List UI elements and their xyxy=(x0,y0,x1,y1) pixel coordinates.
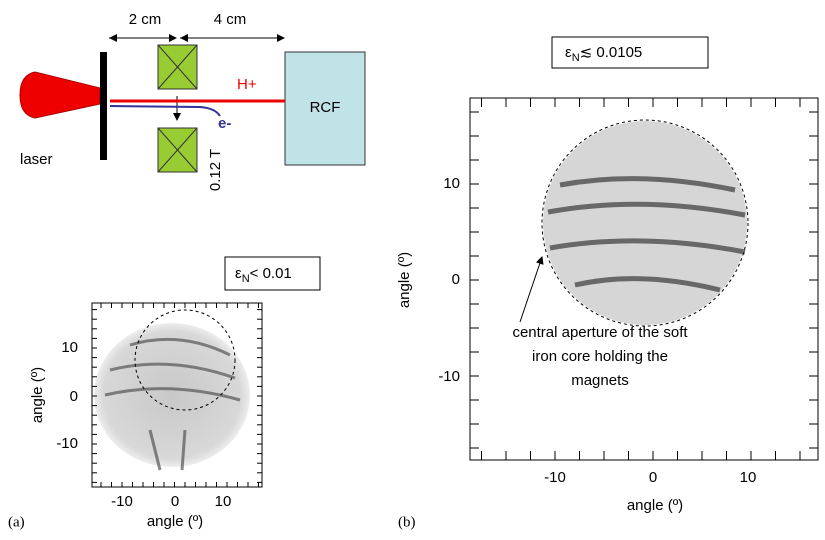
panel-label: (b) xyxy=(398,514,416,530)
x-axis-label: angle (º) xyxy=(627,497,683,514)
y-axis-label: angle (º) xyxy=(396,252,413,308)
electron-path xyxy=(109,105,221,117)
annotation-arrow xyxy=(519,256,544,323)
y-tick-label: 10 xyxy=(443,175,460,192)
x-tick-label: 10 xyxy=(740,469,757,486)
y-tick-label: 10 xyxy=(61,339,78,356)
emittance: εN< 0.01 xyxy=(235,265,292,285)
x-axis-label: angle (º) xyxy=(147,513,203,530)
panel-label: (a) xyxy=(8,514,25,530)
y-tick-label: 0 xyxy=(70,388,78,405)
x-tick-label: 0 xyxy=(649,469,657,486)
panel-b: εN≲ 0.0105 central aperture of the soft … xyxy=(396,36,819,530)
y-tick-label: -10 xyxy=(438,368,460,385)
rcf-box xyxy=(284,51,366,166)
plot-frame xyxy=(469,97,819,461)
electron-label: e- xyxy=(218,115,231,132)
magnet xyxy=(157,44,198,173)
emittance: εN≲ 0.0105 xyxy=(565,44,642,64)
y-tick-label: 0 xyxy=(452,271,460,288)
x-tick-label: 10 xyxy=(215,493,232,510)
field-label: 0.12 T xyxy=(207,149,224,191)
emittance-box xyxy=(224,256,321,291)
y-tick-label: -10 xyxy=(56,435,78,452)
y-axis-label: angle (º) xyxy=(29,367,46,423)
laser-cone xyxy=(19,71,101,119)
x-tick-label: 0 xyxy=(171,493,179,510)
x-tick-label: -10 xyxy=(544,469,566,486)
dimension-label: 2 cm xyxy=(129,11,162,28)
aperture-circle xyxy=(541,119,749,327)
image-stripes xyxy=(547,176,746,293)
image-stripes xyxy=(104,337,241,471)
emittance-box xyxy=(551,36,709,69)
rcf-label: RCF xyxy=(310,99,341,116)
annotation: central aperture of the soft xyxy=(512,324,688,341)
schematic: 2 cm 4 cm RCF H+ e- laser 0.12 T xyxy=(19,11,366,191)
annotation: magnets xyxy=(571,372,629,389)
annotation: iron core holding the xyxy=(532,348,668,365)
laser-label: laser xyxy=(20,151,53,168)
dimension-label: 4 cm xyxy=(214,11,247,28)
plot-frame xyxy=(91,302,263,488)
aperture-circle xyxy=(134,309,236,411)
x-tick-label: -10 xyxy=(111,493,133,510)
rcf-image xyxy=(543,121,747,325)
panel-a: εN< 0.01 -10 0 10 10 0 -10 angle (º) ang… xyxy=(8,256,321,530)
target xyxy=(100,52,107,160)
proton-label: H+ xyxy=(237,76,257,93)
rcf-image xyxy=(94,323,250,467)
